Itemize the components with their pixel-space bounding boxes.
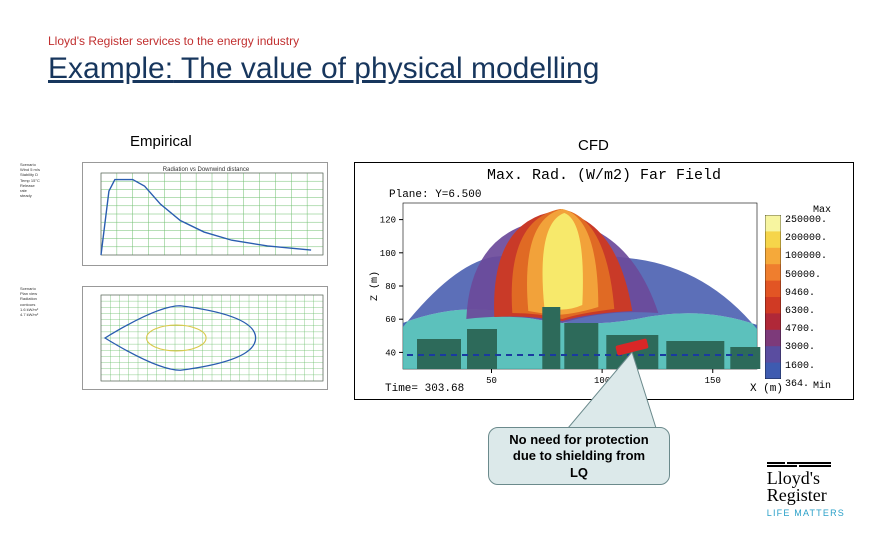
legend-value: 6300. xyxy=(785,306,841,324)
legend-value: 3000. xyxy=(785,342,841,360)
legend-value: 100000. xyxy=(785,251,841,269)
lloyds-register-logo: Lloyd'sRegister LIFE MATTERS xyxy=(767,462,845,518)
chart-top-meta: ScenarioWind 5 m/sStability DTemp 15°CRe… xyxy=(20,162,76,198)
svg-text:40: 40 xyxy=(385,348,396,358)
callout-box: No need for protection due to shielding … xyxy=(488,427,670,485)
label-empirical: Empirical xyxy=(130,133,192,150)
legend-value: 9460. xyxy=(785,288,841,306)
legend-value: 200000. xyxy=(785,233,841,251)
svg-text:50: 50 xyxy=(486,376,497,386)
legend-value: 4700. xyxy=(785,324,841,342)
logo-tagline: LIFE MATTERS xyxy=(767,508,845,518)
legend-value: 50000. xyxy=(785,270,841,288)
cfd-legend: 250000.200000.100000.50000.9460.6300.470… xyxy=(765,215,841,379)
svg-text:120: 120 xyxy=(380,216,396,226)
svg-text:80: 80 xyxy=(385,282,396,292)
svg-text:60: 60 xyxy=(385,315,396,325)
chart-bottom-meta: ScenarioPlan viewRadiationcontours1.6 kW… xyxy=(20,286,76,317)
slide-title-underlined: Example: xyxy=(48,52,173,85)
cfd-x-axis-label: X (m) xyxy=(750,383,783,395)
logo-name: Lloyd'sRegister xyxy=(767,470,845,504)
cfd-time-label: Time= 303.68 xyxy=(385,383,464,395)
slide-title: Example: The value of physical modelling xyxy=(48,52,599,86)
svg-text:150: 150 xyxy=(705,376,721,386)
callout-line3: LQ xyxy=(570,465,588,480)
legend-value: 250000. xyxy=(785,215,841,233)
empirical-chart-top: ScenarioWind 5 m/sStability DTemp 15°CRe… xyxy=(20,162,330,274)
svg-text:Radiation vs Downwind distance: Radiation vs Downwind distance xyxy=(163,167,250,173)
svg-text:100: 100 xyxy=(380,249,396,259)
cfd-title: Max. Rad. (W/m2) Far Field xyxy=(355,163,853,184)
label-cfd: CFD xyxy=(578,137,609,154)
callout-line1: No need for protection xyxy=(509,432,648,447)
svg-text:Z (m): Z (m) xyxy=(369,271,381,301)
slide-title-rest: The value of physical modelling xyxy=(173,52,599,85)
slide-subtitle: Lloyd's Register services to the energy … xyxy=(48,34,299,48)
legend-value: 364. xyxy=(785,379,841,397)
callout-line2: due to shielding from xyxy=(513,448,645,463)
empirical-chart-bottom: ScenarioPlan viewRadiationcontours1.6 kW… xyxy=(20,286,330,396)
legend-value: 1600. xyxy=(785,361,841,379)
